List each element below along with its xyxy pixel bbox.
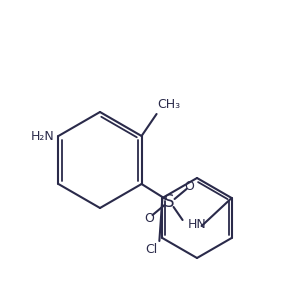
Text: H₂N: H₂N bbox=[31, 130, 54, 143]
Text: O: O bbox=[145, 212, 154, 224]
Text: Cl: Cl bbox=[145, 243, 157, 256]
Text: S: S bbox=[164, 193, 175, 211]
Text: CH₃: CH₃ bbox=[158, 98, 181, 111]
Text: HN: HN bbox=[188, 218, 206, 231]
Text: O: O bbox=[185, 179, 194, 193]
